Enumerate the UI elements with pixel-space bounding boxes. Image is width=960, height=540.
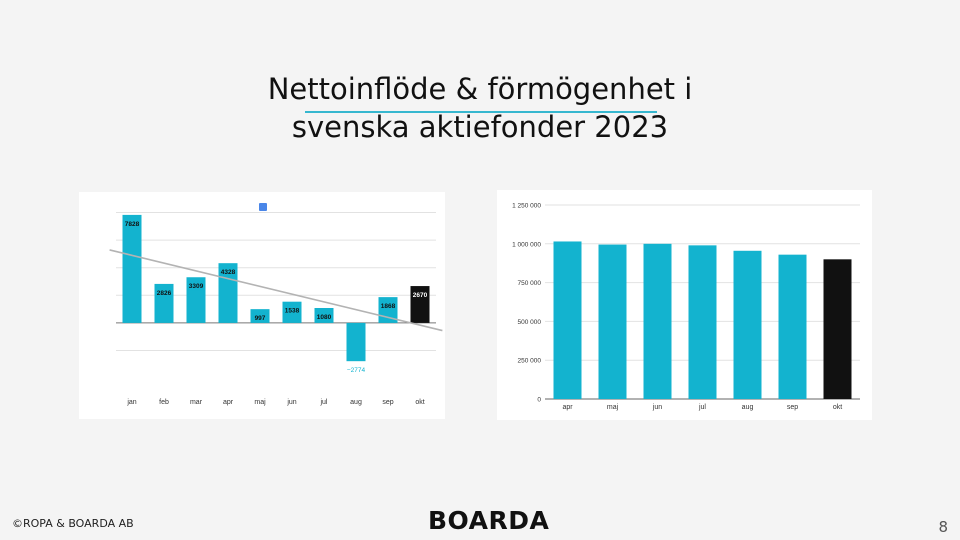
boarda-logo: BOARDA bbox=[428, 506, 550, 535]
x-tick-label: okt bbox=[415, 399, 424, 406]
x-tick-label: maj bbox=[254, 399, 266, 406]
data-label-bg bbox=[123, 218, 141, 228]
bar-aug bbox=[733, 250, 762, 399]
netflow-chart-panel: jan feb mar apr maj jun jul aug sep okt 7828 2826 33… bbox=[79, 192, 445, 419]
title-accent-line bbox=[305, 111, 657, 113]
data-label-bg bbox=[379, 301, 397, 311]
data-label-bg bbox=[283, 305, 301, 315]
trendline bbox=[109, 249, 443, 332]
data-label: 4328 bbox=[221, 269, 236, 276]
bar-aug bbox=[346, 322, 366, 362]
data-label: 1538 bbox=[285, 308, 300, 315]
x-tick-label: apr bbox=[562, 404, 573, 411]
netflow-chart: jan feb mar apr maj jun jul aug sep okt 7828 2826 33… bbox=[109, 203, 443, 406]
x-tick-label: sep bbox=[382, 399, 393, 406]
slide-title-line-1: Nettoinflöde & förmögenhet i bbox=[267, 72, 693, 106]
x-tick-label: sep bbox=[787, 404, 798, 411]
x-tick-label: apr bbox=[223, 399, 234, 406]
x-tick-label: maj bbox=[607, 404, 619, 411]
x-tick-label: feb bbox=[159, 399, 169, 406]
assets-chart: 0 250 000 500 000 750 000 1 000 000 1 250 000… bbox=[512, 203, 860, 411]
x-tick-label: jan bbox=[126, 399, 136, 406]
data-label: 2826 bbox=[157, 290, 172, 297]
x-tick-label: okt bbox=[833, 404, 842, 411]
y-tick-label: 750 000 bbox=[518, 280, 542, 287]
bar-okt bbox=[823, 259, 852, 399]
data-label: 7828 bbox=[125, 221, 140, 228]
slide-title: Nettoinflöde & förmögenhet i svenska akt… bbox=[0, 70, 960, 146]
x-tick-label: jul bbox=[698, 404, 706, 411]
data-label-bg bbox=[187, 281, 205, 291]
y-tick-label: 1 250 000 bbox=[512, 203, 541, 210]
y-tick-label: 0 bbox=[537, 397, 541, 404]
data-label-bg bbox=[411, 290, 429, 300]
data-label-bg bbox=[219, 267, 237, 277]
y-tick-label: 250 000 bbox=[518, 358, 542, 365]
bar-apr bbox=[553, 241, 582, 399]
data-label: −2774 bbox=[347, 367, 366, 374]
y-tick-label: 500 000 bbox=[518, 319, 542, 326]
bar-jun bbox=[643, 243, 672, 399]
data-label: 1080 bbox=[317, 314, 332, 321]
assets-chart-panel: 0 250 000 500 000 750 000 1 000 000 1 250 000… bbox=[497, 190, 872, 420]
data-label-bg bbox=[251, 313, 269, 323]
x-tick-label: jul bbox=[319, 399, 327, 406]
page-number: 8 bbox=[938, 518, 948, 536]
x-tick-label: jun bbox=[286, 399, 296, 406]
data-label-bg bbox=[155, 287, 173, 297]
bar-maj bbox=[598, 244, 627, 399]
data-label: 3309 bbox=[189, 283, 204, 290]
data-label: 2670 bbox=[413, 292, 428, 299]
bar-jan bbox=[122, 214, 142, 323]
legend-swatch bbox=[259, 203, 267, 211]
x-tick-label: mar bbox=[190, 399, 203, 406]
x-tick-label: aug bbox=[742, 404, 754, 411]
x-tick-label: jun bbox=[652, 404, 662, 411]
slide-title-line-2: svenska aktiefonder 2023 bbox=[291, 110, 669, 144]
bar-jul bbox=[688, 245, 717, 399]
x-tick-label: aug bbox=[350, 399, 362, 406]
data-label: 997 bbox=[255, 315, 266, 322]
footer-copyright: ©ROPA & BOARDA AB bbox=[12, 517, 134, 530]
data-label-bg bbox=[315, 312, 333, 322]
data-label: 1868 bbox=[381, 303, 396, 310]
y-tick-label: 1 000 000 bbox=[512, 241, 541, 248]
bar-sep bbox=[778, 254, 807, 399]
